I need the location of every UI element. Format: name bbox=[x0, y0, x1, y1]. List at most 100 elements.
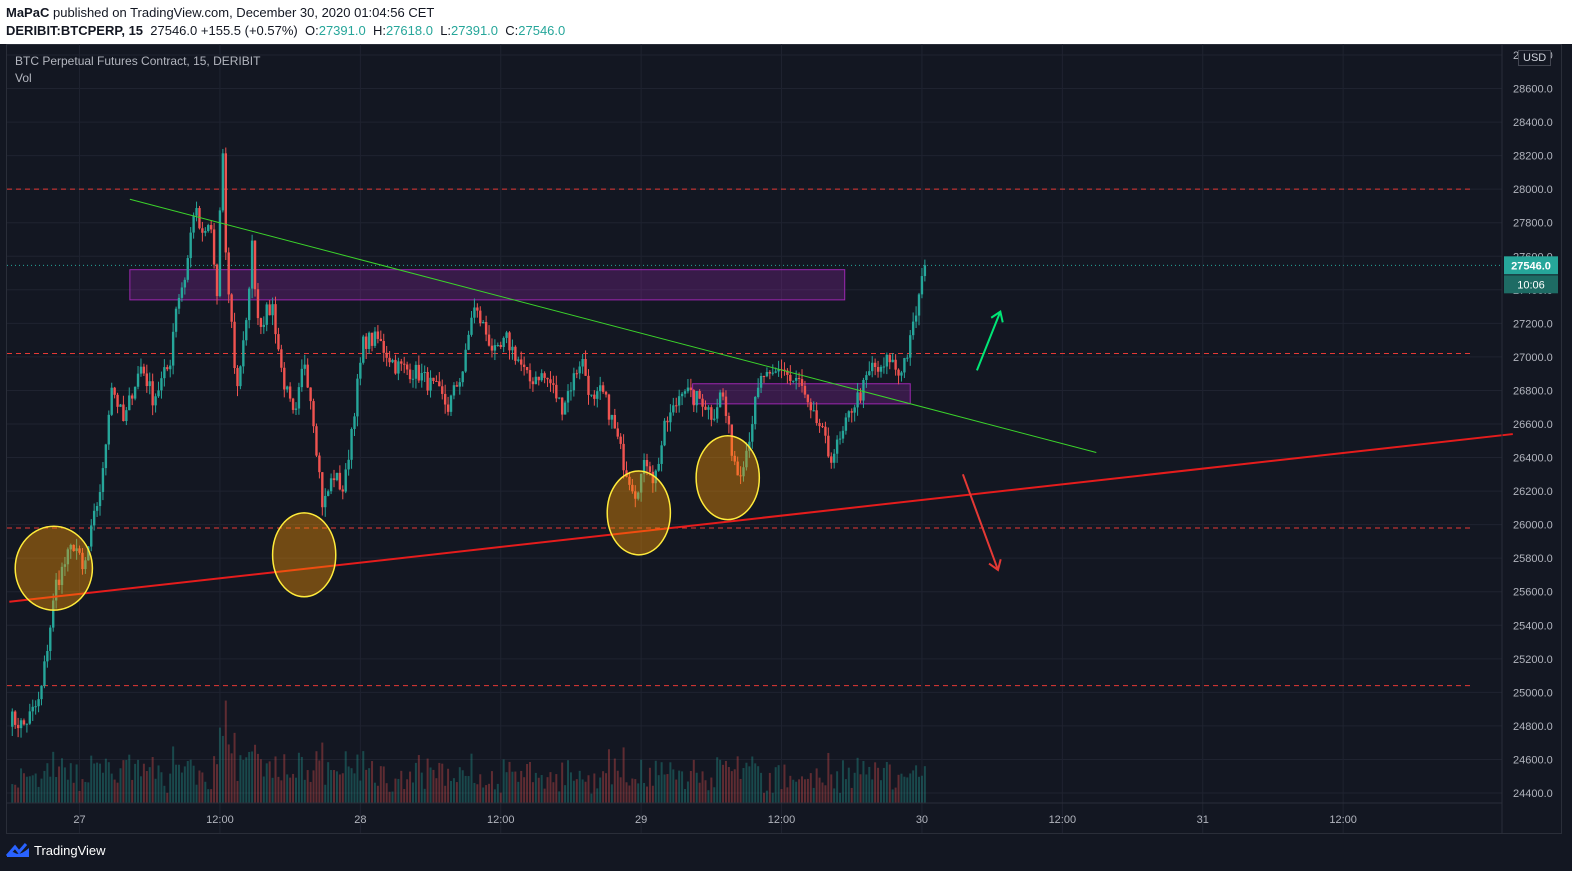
author-name[interactable]: MaPaC bbox=[6, 5, 50, 20]
candle-body bbox=[277, 334, 280, 350]
currency-label[interactable]: USD bbox=[1518, 50, 1552, 66]
volume-bar bbox=[768, 772, 771, 803]
candle-body bbox=[481, 321, 485, 324]
volume-bar bbox=[239, 755, 242, 803]
candle-body bbox=[520, 359, 523, 365]
candle-body bbox=[555, 384, 558, 399]
volume-bar bbox=[792, 779, 795, 803]
volume-bar bbox=[692, 759, 695, 803]
candle-body bbox=[642, 459, 646, 474]
candle-body bbox=[850, 411, 853, 413]
candle-body bbox=[362, 336, 365, 363]
volume-bar bbox=[242, 759, 245, 803]
volume-bar bbox=[824, 785, 827, 803]
volume-bar bbox=[599, 777, 602, 803]
candle-body bbox=[756, 387, 760, 398]
candle-body bbox=[312, 401, 315, 427]
candle-body bbox=[350, 428, 353, 460]
candle-body bbox=[841, 430, 845, 439]
volume-bar bbox=[710, 777, 713, 803]
volume-bar bbox=[289, 777, 292, 803]
candle-body bbox=[522, 364, 526, 367]
high-label: H: bbox=[372, 23, 386, 38]
chart-pane[interactable] bbox=[6, 44, 1562, 834]
volume-bar bbox=[99, 763, 102, 803]
candle-body bbox=[792, 380, 795, 382]
volume-bar bbox=[713, 787, 716, 803]
candle-body bbox=[201, 228, 204, 233]
volume-bar bbox=[654, 760, 657, 803]
volume-bar bbox=[37, 786, 40, 803]
published-text: published on TradingView.com, December 3… bbox=[52, 5, 435, 20]
candle-body bbox=[309, 387, 312, 402]
candle-body bbox=[341, 489, 344, 492]
volume-bar bbox=[195, 784, 198, 803]
candle-body bbox=[391, 359, 394, 363]
candle-body bbox=[212, 229, 216, 265]
candle-body bbox=[125, 410, 128, 422]
volume-bar bbox=[224, 700, 227, 803]
volume-bar bbox=[561, 762, 564, 803]
tradingview-brand[interactable]: TradingView bbox=[6, 842, 106, 858]
volume-bar bbox=[771, 792, 774, 803]
volume-bar bbox=[52, 751, 55, 803]
candle-body bbox=[742, 467, 745, 477]
candle-body bbox=[695, 390, 698, 406]
price-tick-label: 28000.0 bbox=[1513, 184, 1553, 196]
time-tick-label: 29 bbox=[635, 814, 647, 826]
countdown-label: 10:06 bbox=[1517, 279, 1545, 291]
candle-body bbox=[827, 435, 830, 457]
candle-body bbox=[253, 240, 257, 290]
volume-bar bbox=[748, 766, 751, 803]
candle-body bbox=[575, 373, 578, 375]
volume-bar bbox=[356, 754, 359, 803]
volume-bar bbox=[110, 773, 113, 803]
candle-body bbox=[493, 345, 497, 351]
candle-body bbox=[710, 407, 713, 420]
volume-bar bbox=[347, 766, 350, 803]
volume-bar bbox=[101, 772, 104, 803]
volume-bar bbox=[540, 775, 543, 803]
candle-body bbox=[675, 405, 678, 407]
volume-bar bbox=[403, 789, 406, 803]
volume-bar bbox=[874, 762, 877, 803]
volume-bar bbox=[309, 781, 312, 803]
volume-bar bbox=[537, 777, 540, 803]
candle-body bbox=[815, 410, 818, 424]
volume-bar bbox=[885, 761, 888, 803]
candle-body bbox=[835, 439, 839, 454]
volume-bar bbox=[499, 792, 502, 803]
candle-body bbox=[891, 359, 894, 363]
candle-body bbox=[566, 391, 570, 403]
candle-body bbox=[332, 478, 336, 481]
candle-body bbox=[43, 661, 46, 686]
highlight-circle bbox=[606, 470, 672, 556]
volume-bar bbox=[286, 774, 289, 803]
volume-bar bbox=[177, 764, 180, 803]
candle-body bbox=[517, 359, 520, 361]
time-axis: 27 12:00 28 12:00 29 12:00 30 12:00 31 12:00 bbox=[7, 802, 1502, 826]
candle-body bbox=[405, 364, 409, 370]
candle-body bbox=[16, 724, 20, 729]
volume-bar bbox=[467, 776, 470, 803]
volume-bar bbox=[578, 770, 581, 803]
candle-body bbox=[417, 364, 421, 381]
volume-bar bbox=[277, 776, 280, 803]
candle-body bbox=[847, 411, 851, 418]
candle-body bbox=[809, 402, 812, 411]
price-tick-label: 27000.0 bbox=[1513, 352, 1553, 364]
candle-body bbox=[762, 375, 766, 377]
candle-body bbox=[882, 366, 886, 368]
candle-body bbox=[318, 455, 321, 473]
volume-bar bbox=[283, 754, 286, 803]
volume-bar bbox=[888, 764, 891, 803]
volume-bar bbox=[584, 781, 587, 803]
highlight-circle bbox=[695, 434, 761, 521]
candle-body bbox=[613, 414, 617, 429]
candle-body bbox=[783, 369, 786, 371]
volume-bar bbox=[645, 786, 648, 803]
volume-bar bbox=[906, 777, 909, 803]
candle-body bbox=[66, 549, 70, 565]
volume-bar bbox=[643, 782, 646, 803]
